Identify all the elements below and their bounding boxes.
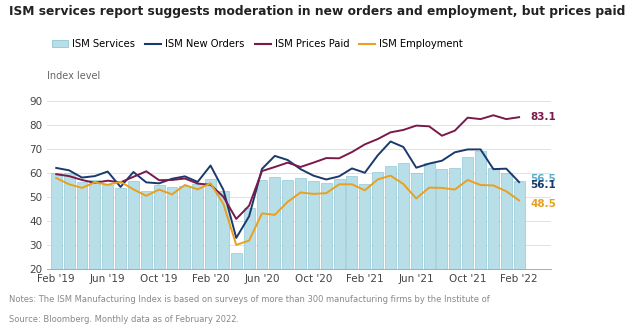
Bar [64,174,74,317]
Bar [398,163,409,317]
Bar [244,208,255,317]
Bar [128,181,139,317]
Bar [513,181,525,317]
Bar [89,180,100,317]
Bar [102,185,113,317]
Legend: ISM Services, ISM New Orders, ISM Prices Paid, ISM Employment: ISM Services, ISM New Orders, ISM Prices… [52,39,463,50]
Bar [256,180,267,317]
Bar [346,176,357,317]
Bar [140,191,152,317]
Bar [372,172,383,317]
Bar [501,173,512,317]
Bar [166,187,178,317]
Bar [334,179,345,317]
Text: Notes: The ISM Manufacturing Index is based on surveys of more than 300 manufact: Notes: The ISM Manufacturing Index is ba… [9,295,490,304]
Bar [475,151,486,317]
Bar [192,184,203,317]
Text: 56.5: 56.5 [530,174,556,184]
Bar [488,168,499,317]
Bar [449,168,461,317]
Bar [180,186,190,317]
Bar [76,182,88,317]
Bar [295,178,306,317]
Bar [154,186,164,317]
Bar [270,177,280,317]
Text: 48.5: 48.5 [530,198,556,209]
Text: Source: Bloomberg. Monthly data as of February 2022.: Source: Bloomberg. Monthly data as of Fe… [9,315,239,324]
Bar [51,174,62,317]
Bar [115,188,126,317]
Text: 83.1: 83.1 [530,112,556,122]
Bar [411,173,421,317]
Text: 56.1: 56.1 [530,180,556,190]
Text: ISM services report suggests moderation in new orders and employment, but prices: ISM services report suggests moderation … [9,5,630,18]
Bar [205,179,216,317]
Bar [231,253,242,317]
Bar [437,169,447,317]
Bar [462,157,473,317]
Bar [359,184,370,317]
Bar [385,166,396,317]
Bar [308,181,319,317]
Bar [321,183,332,317]
Bar [423,163,435,317]
Text: Index level: Index level [47,72,101,81]
Bar [218,191,229,317]
Bar [282,180,293,317]
